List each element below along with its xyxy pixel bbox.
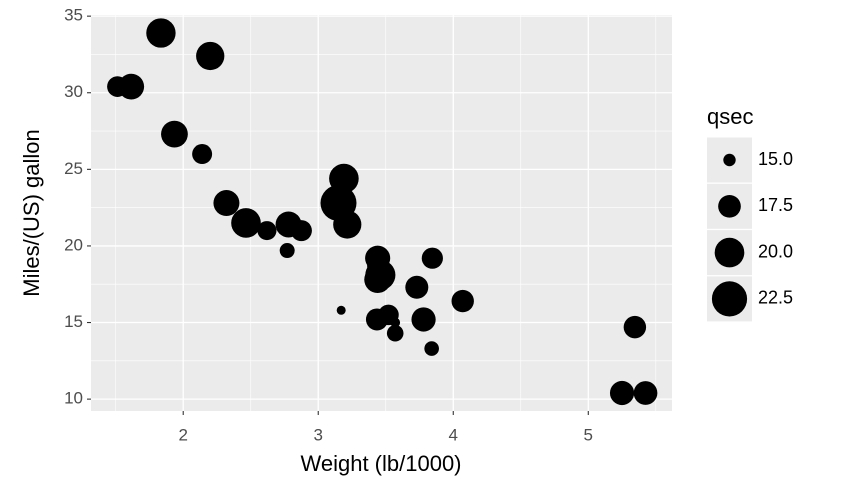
point: [424, 341, 439, 356]
point: [365, 245, 391, 271]
legend-label: 22.5: [758, 288, 793, 308]
x-tick-label: 2: [178, 425, 187, 444]
x-tick-label: 3: [314, 425, 323, 444]
point: [609, 380, 635, 406]
point: [451, 289, 474, 313]
point: [336, 305, 346, 315]
y-tick-label: 15: [64, 312, 83, 331]
point: [421, 247, 443, 269]
y-tick-label: 30: [64, 82, 83, 101]
y-tick-label: 20: [64, 235, 83, 254]
legend-label: 15.0: [758, 149, 793, 169]
point: [405, 275, 429, 299]
legend-title: qsec: [707, 104, 753, 129]
legend-label: 20.0: [758, 241, 793, 261]
point: [257, 221, 277, 241]
y-tick-label: 10: [64, 389, 83, 408]
legend-label: 17.5: [758, 195, 793, 215]
point: [161, 120, 188, 148]
y-axis-title: Miles/(US) gallon: [19, 129, 44, 297]
legend-marker: [714, 237, 745, 268]
point: [231, 208, 261, 238]
point: [196, 41, 225, 71]
point: [411, 307, 436, 332]
legend-marker: [723, 153, 736, 167]
legend-marker: [718, 194, 741, 218]
point: [633, 381, 658, 405]
x-axis-title: Weight (lb/1000): [300, 451, 461, 476]
point: [146, 18, 176, 48]
point: [365, 308, 388, 331]
legend-marker: [711, 281, 748, 317]
point: [213, 190, 240, 217]
panel: [91, 15, 672, 411]
point: [192, 144, 213, 165]
point: [320, 185, 357, 222]
y-tick-label: 35: [64, 6, 83, 25]
point: [279, 243, 295, 259]
x-tick-label: 5: [584, 425, 593, 444]
point: [275, 211, 302, 238]
point: [364, 266, 392, 294]
point: [107, 76, 128, 97]
x-tick-label: 4: [449, 425, 458, 444]
point: [623, 315, 647, 339]
y-tick-label: 25: [64, 159, 83, 178]
point: [386, 324, 404, 342]
point: [390, 317, 401, 328]
